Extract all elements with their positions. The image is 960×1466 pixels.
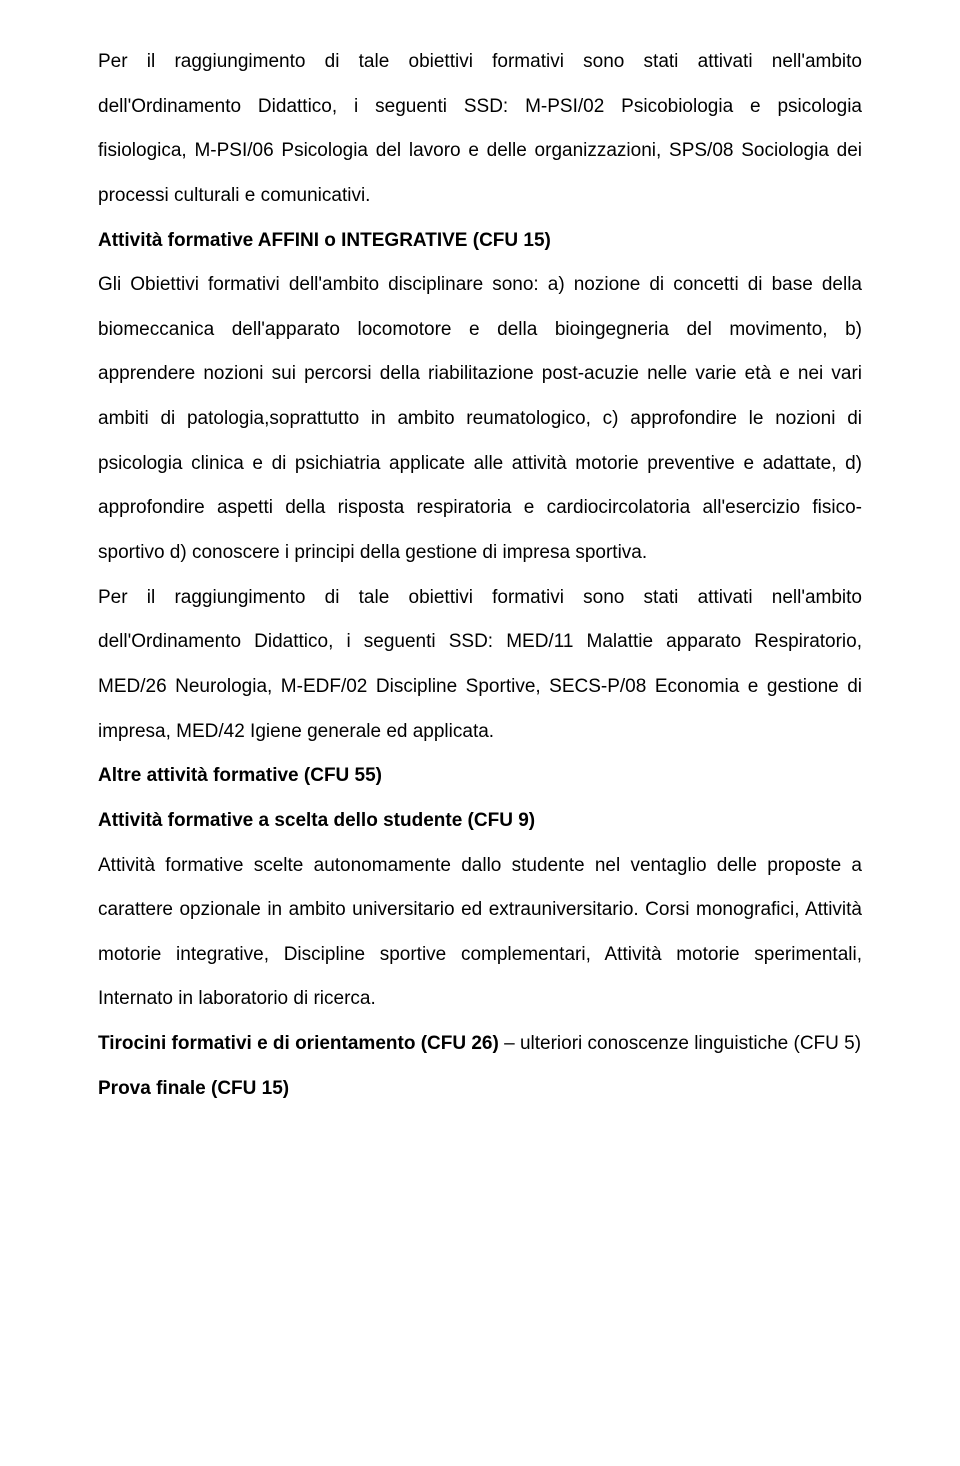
paragraph-affini-ssd: Per il raggiungimento di tale obiettivi … bbox=[98, 576, 862, 755]
heading-prova-finale: Prova finale (CFU 15) bbox=[98, 1067, 862, 1112]
paragraph-intro: Per il raggiungimento di tale obiettivi … bbox=[98, 40, 862, 219]
paragraph-scelta-body: Attività formative scelte autonomamente … bbox=[98, 844, 862, 1023]
document-page: Per il raggiungimento di tale obiettivi … bbox=[0, 0, 960, 1466]
heading-altre: Altre attività formative (CFU 55) bbox=[98, 754, 862, 799]
text-intro: Per il raggiungimento di tale obiettivi … bbox=[98, 51, 862, 206]
heading-tirocini: Tirocini formativi e di orientamento (CF… bbox=[98, 1033, 499, 1054]
paragraph-tirocini: Tirocini formativi e di orientamento (CF… bbox=[98, 1022, 862, 1067]
heading-scelta-studente: Attività formative a scelta dello studen… bbox=[98, 799, 862, 844]
paragraph-affini-body: Gli Obiettivi formativi dell'ambito disc… bbox=[98, 263, 862, 575]
heading-affini: Attività formative AFFINI o INTEGRATIVE … bbox=[98, 219, 862, 264]
text-tirocini-tail: – ulteriori conoscenze linguistiche (CFU… bbox=[499, 1033, 861, 1054]
